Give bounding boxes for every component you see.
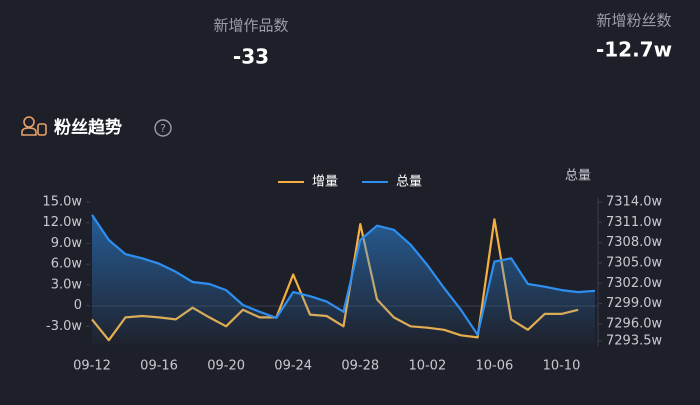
x-tick-label: 10-10 <box>543 359 581 374</box>
help-icon[interactable] <box>154 119 172 137</box>
x-tick-label: 09-28 <box>341 359 379 374</box>
y2-tick-label: 7311.0w <box>606 215 662 230</box>
stat-label: 新增粉丝数 <box>596 12 671 30</box>
y-tick-label: 9.0w <box>51 236 83 251</box>
area-fill <box>92 214 595 345</box>
y-tick-label: 0 <box>74 298 82 313</box>
y2-tick-label: 7314.0w <box>606 195 662 210</box>
series-line <box>91 214 596 336</box>
x-tick-label: 09-12 <box>73 359 111 374</box>
y2-tick-label: 7296.0w <box>606 316 662 331</box>
y2-tick-label: 7299.0w <box>606 296 662 311</box>
y-tick-label: 6.0w <box>51 257 83 272</box>
y-tick-label: 15.0w <box>42 195 82 210</box>
y-tick-label: 3.0w <box>51 277 83 292</box>
stat-value: -33 <box>233 45 269 69</box>
x-tick-label: 09-20 <box>207 359 245 374</box>
y-tick-label: -3.0w <box>46 319 82 334</box>
x-tick-label: 10-06 <box>476 359 514 374</box>
x-tick-label: 09-16 <box>140 359 178 374</box>
plot: 15.0w 12.0w 9.0w 6.0w 3.0w 0 -3.0w 7314.0w 7311.… <box>42 175 662 374</box>
section-icon <box>21 116 47 136</box>
y2-axis-title: 总量 <box>565 169 591 184</box>
stat-value: -12.7w <box>596 38 672 62</box>
y-tick-label: 12.0w <box>42 215 82 230</box>
stat-label: 新增作品数 <box>213 17 288 35</box>
legend-label: 增量 <box>312 175 338 190</box>
y2-tick-label: 7293.5w <box>606 333 662 348</box>
y2-tick-label: 7302.0w <box>606 276 662 291</box>
section-title: 粉丝趋势 <box>54 117 122 138</box>
x-tick-label: 09-24 <box>274 359 312 374</box>
help-icon-text[interactable]: ? <box>160 122 166 135</box>
y2-tick-label: 7305.0w <box>606 255 662 270</box>
legend-label: 总量 <box>396 175 422 190</box>
y2-tick-label: 7308.0w <box>606 235 662 250</box>
x-tick-label: 10-02 <box>408 359 446 374</box>
